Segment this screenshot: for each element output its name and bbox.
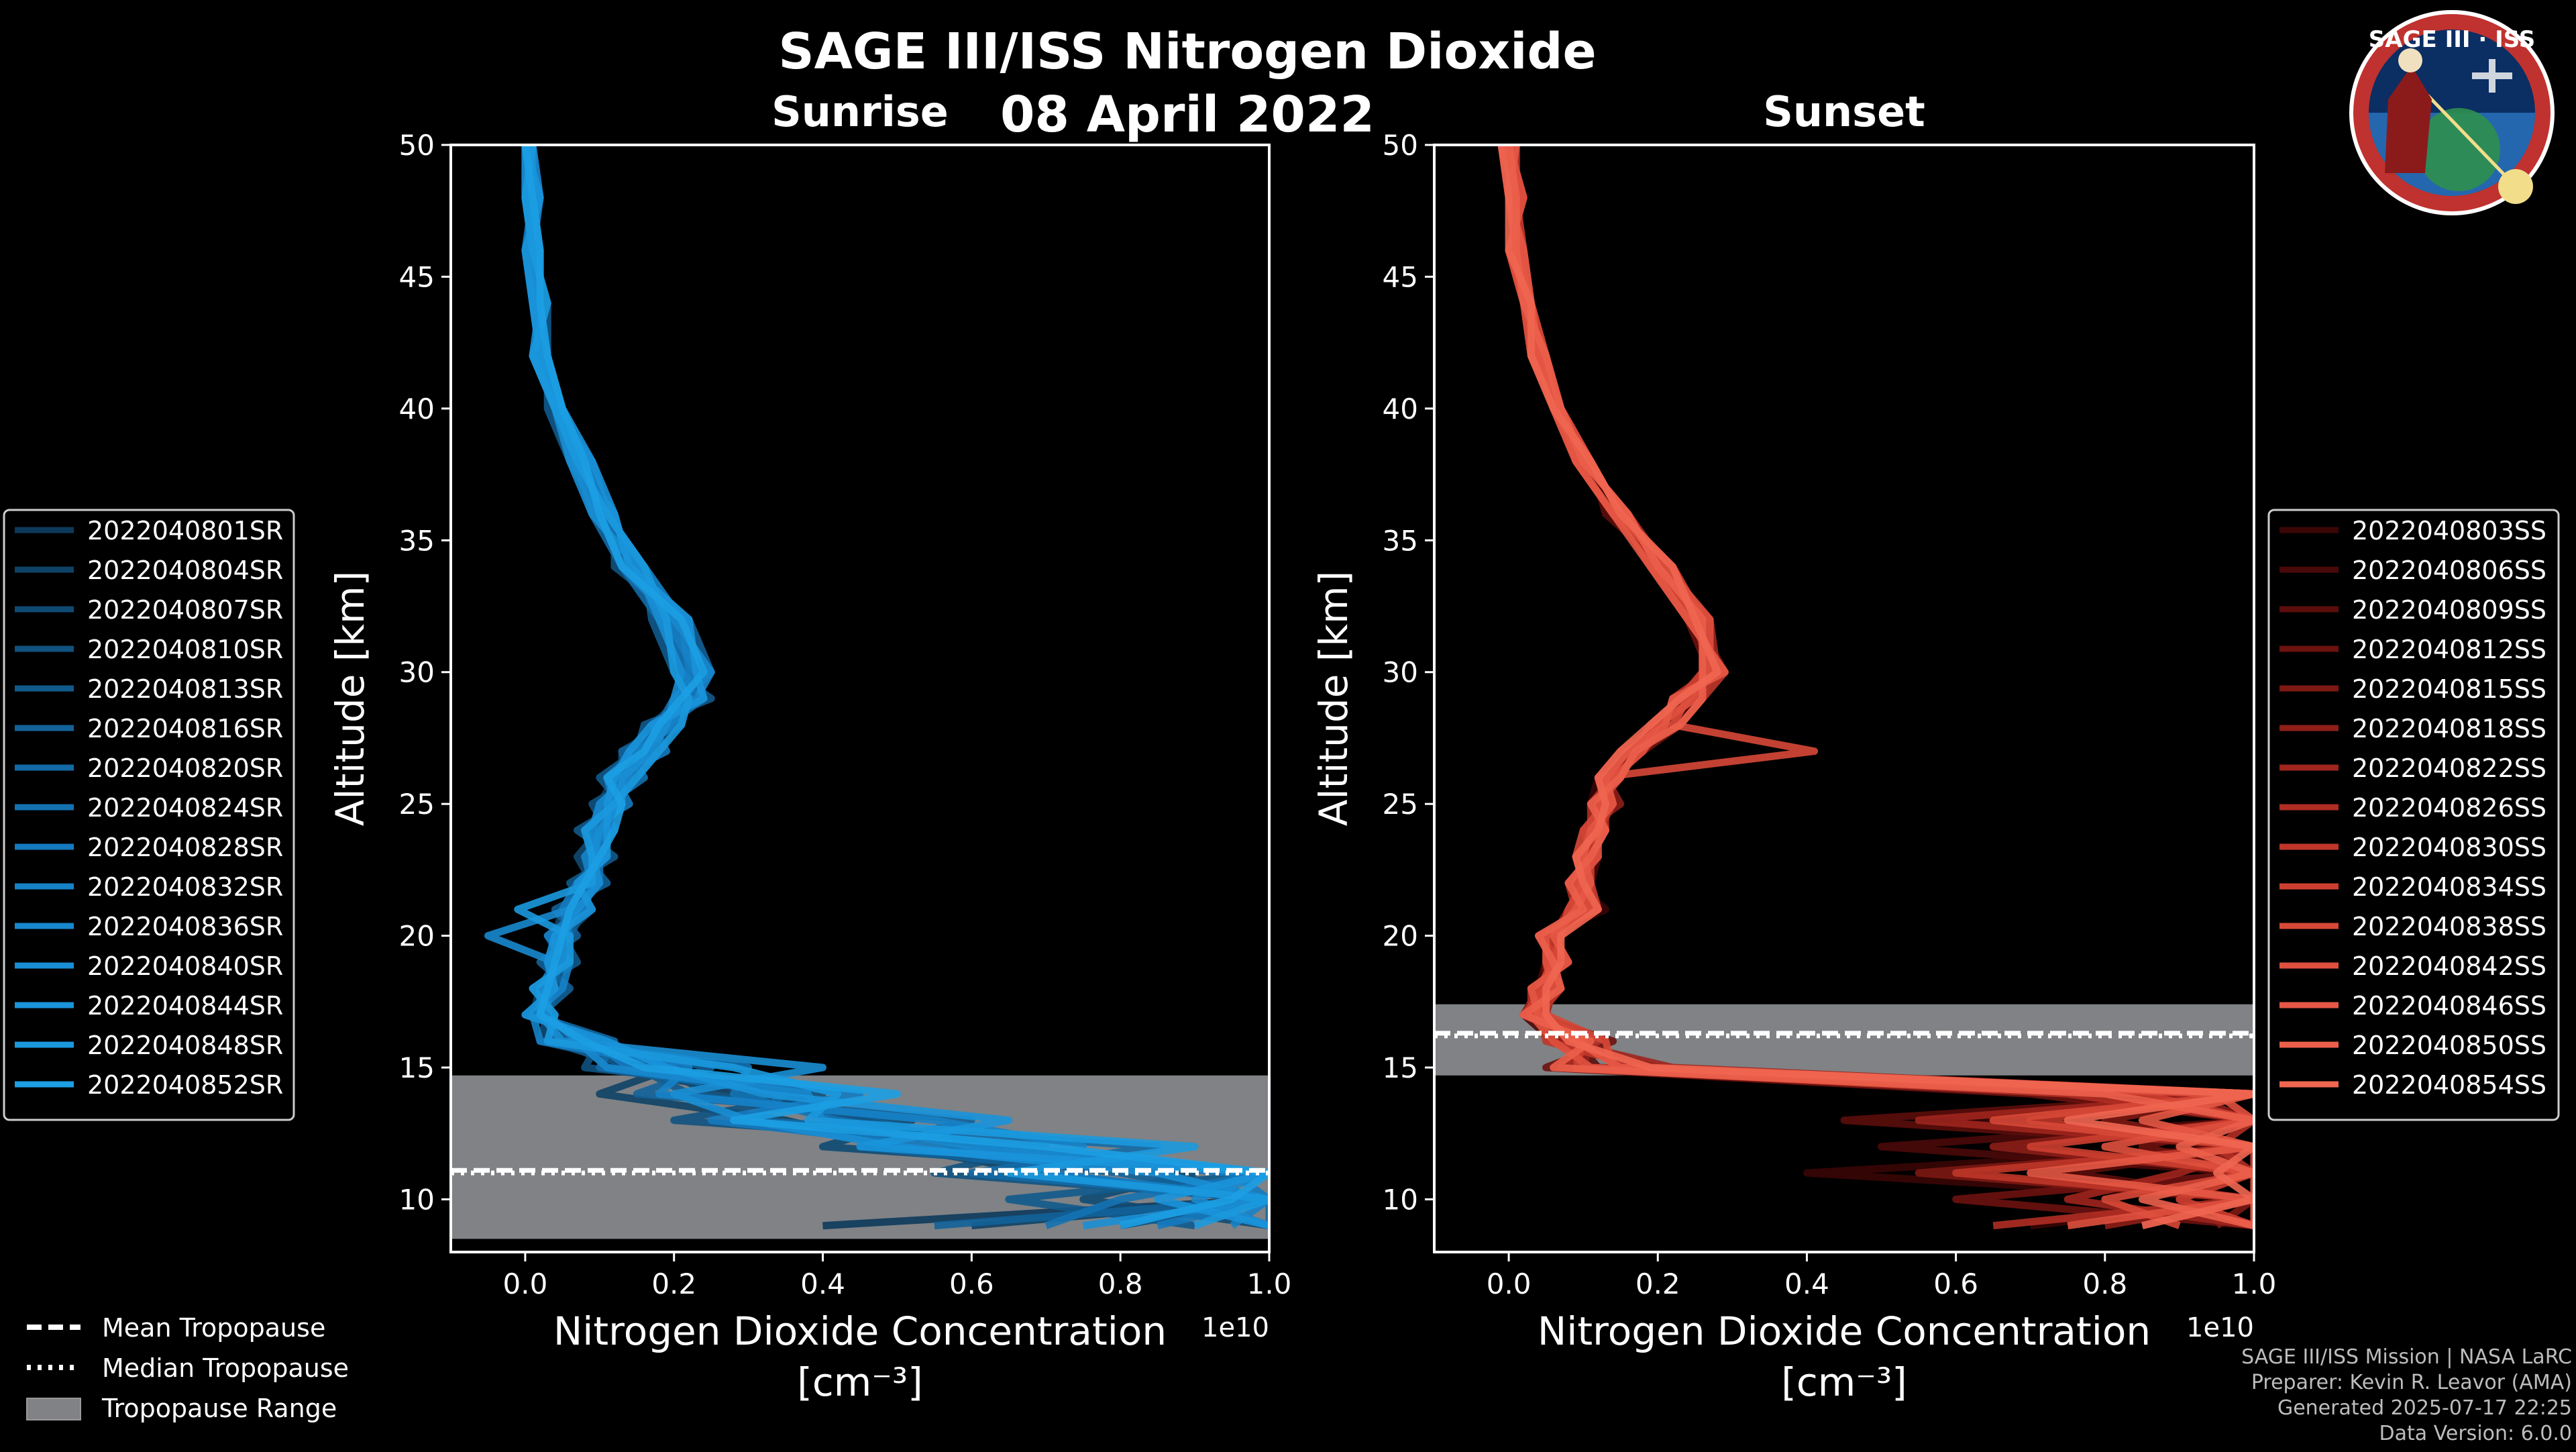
- legend-label: 2022040812SS: [2352, 635, 2546, 664]
- x-tick-label: 0.2: [651, 1267, 696, 1300]
- legend-label: 2022040810SR: [87, 635, 283, 664]
- legend-label: 2022040803SS: [2352, 516, 2546, 546]
- legend-label: 2022040838SS: [2352, 912, 2546, 941]
- x-axis-label-sunset: Nitrogen Dioxide Concentration: [1538, 1308, 2151, 1354]
- legend-label: 2022040852SR: [87, 1070, 283, 1100]
- legend-label: 2022040854SS: [2352, 1070, 2546, 1100]
- y-tick-label: 45: [1383, 260, 1418, 293]
- y-tick-label: 40: [1383, 393, 1418, 425]
- tropopause-range-swatch: [26, 1398, 81, 1420]
- credit-mission: SAGE III/ISS Mission | NASA LaRC: [2241, 1345, 2572, 1369]
- legend-label: 2022040842SS: [2352, 951, 2546, 981]
- x-axis-label-sunrise: Nitrogen Dioxide Concentration: [553, 1308, 1167, 1354]
- y-axis-label-sunset: Altitude [km]: [1311, 571, 1356, 826]
- y-tick-label: 15: [1383, 1051, 1418, 1084]
- y-tick-label: 50: [1383, 129, 1418, 162]
- legend-label: 2022040850SS: [2352, 1031, 2546, 1060]
- y-tick-label: 10: [1383, 1183, 1418, 1216]
- credit-generated: Generated 2025-07-17 22:25: [2277, 1396, 2572, 1420]
- x-tick-label: 0.4: [1784, 1267, 1829, 1300]
- legend-frame-sunset: [2267, 509, 2560, 1121]
- x-tick-label: 0.8: [2082, 1267, 2127, 1300]
- credits-block: SAGE III/ISS Mission | NASA LaRC Prepare…: [2241, 1345, 2572, 1447]
- profile-line-2022040852SR: [521, 145, 1269, 1230]
- y-tick-label: 30: [399, 656, 435, 689]
- panel-sunrise: Sunrise 0.0 0.2 0.4 0.6 0.8 1.0 10 15 20 25 30 35 40 4…: [3, 87, 1292, 1405]
- legend-label: 2022040840SR: [87, 951, 283, 981]
- tropopause-legend: Mean Tropopause Median Tropopause Tropop…: [26, 1313, 349, 1423]
- legend-sunrise: 2022040801SR 2022040804SR 2022040807SR 2022…: [3, 509, 295, 1121]
- credit-preparer: Preparer: Kevin R. Leavor (AMA): [2251, 1371, 2572, 1394]
- y-tick-label: 20: [1383, 920, 1418, 953]
- mission-logo: SAGE III · ISS: [2349, 10, 2555, 215]
- credit-data-version: Data Version: 6.0.0: [2379, 1422, 2572, 1445]
- legend-label: 2022040824SR: [87, 793, 283, 823]
- plot-frame-sunrise: [449, 144, 1271, 1253]
- legend-label: 2022040844SR: [87, 991, 283, 1021]
- y-axis-label-sunrise: Altitude [km]: [327, 571, 373, 826]
- legend-label: 2022040820SR: [87, 754, 283, 783]
- plot-area-sunset: [1434, 145, 2254, 1230]
- panel-sunset: Sunset 0.0 0.2 0.4 0.6 0.8 1.0 10 15 20 25 30 35 40 45…: [1311, 87, 2560, 1405]
- x-tick-label: 0.0: [503, 1267, 548, 1300]
- x-tick-label: 0.2: [1635, 1267, 1680, 1300]
- x-tick-label: 0.6: [949, 1267, 994, 1300]
- legend-label: 2022040801SR: [87, 516, 283, 546]
- mean-tropopause-label: Mean Tropopause: [102, 1313, 325, 1343]
- x-tick-label: 1.0: [2232, 1267, 2277, 1300]
- tropopause-range-label: Tropopause Range: [101, 1394, 337, 1423]
- y-tick-label: 45: [399, 260, 435, 293]
- x-multiplier-sunset: 1e10: [2186, 1312, 2254, 1343]
- x-tick-label: 0.4: [800, 1267, 845, 1300]
- chart-date: 08 April 2022: [1000, 86, 1375, 144]
- plot-area-sunrise: [451, 145, 1269, 1239]
- legend-label: 2022040836SR: [87, 912, 283, 941]
- legend-label: 2022040826SS: [2352, 793, 2546, 823]
- legend-label: 2022040822SS: [2352, 754, 2546, 783]
- y-tick-label: 40: [399, 393, 435, 425]
- legend-label: 2022040818SS: [2352, 714, 2546, 743]
- x-tick-label: 1.0: [1247, 1267, 1292, 1300]
- legend-label: 2022040813SR: [87, 674, 283, 704]
- legend-frame-sunrise: [3, 509, 295, 1121]
- y-tick-label: 25: [399, 788, 435, 821]
- y-tick-label: 15: [399, 1051, 435, 1084]
- profile-line-2022040854SS: [1497, 145, 2254, 1230]
- legend-label: 2022040807SR: [87, 595, 283, 625]
- legend-label: 2022040832SR: [87, 872, 283, 902]
- legend-label: 2022040834SS: [2352, 872, 2546, 902]
- x-tick-label: 0.8: [1098, 1267, 1143, 1300]
- legend-label: 2022040809SS: [2352, 595, 2546, 625]
- y-tick-label: 20: [399, 920, 435, 953]
- x-multiplier-sunrise: 1e10: [1201, 1312, 1269, 1343]
- legend-label: 2022040806SS: [2352, 556, 2546, 585]
- x-tick-label: 0.0: [1487, 1267, 1532, 1300]
- legend-label: 2022040830SS: [2352, 833, 2546, 862]
- median-tropopause-label: Median Tropopause: [102, 1353, 349, 1383]
- logo-text: SAGE III · ISS: [2369, 26, 2535, 53]
- x-axis-unit-sunset: [cm⁻³]: [1781, 1359, 1907, 1405]
- y-tick-label: 30: [1383, 656, 1418, 689]
- legend-label: 2022040804SR: [87, 556, 283, 585]
- y-tick-label: 50: [399, 129, 435, 162]
- y-tick-label: 35: [1383, 524, 1418, 557]
- y-tick-label: 10: [399, 1183, 435, 1216]
- legend-label: 2022040828SR: [87, 833, 283, 862]
- y-tick-label: 35: [399, 524, 435, 557]
- panel-title-sunset: Sunset: [1763, 87, 1925, 136]
- panel-title-sunrise: Sunrise: [771, 87, 949, 136]
- chart-title: SAGE III/ISS Nitrogen Dioxide: [778, 23, 1596, 81]
- legend-label: 2022040816SR: [87, 714, 283, 743]
- legend-label: 2022040815SS: [2352, 674, 2546, 704]
- y-tick-label: 25: [1383, 788, 1418, 821]
- legend-sunset: 2022040803SS 2022040806SS 2022040809SS 2022…: [2267, 509, 2560, 1121]
- plot-frame-sunset: [1433, 144, 2255, 1253]
- legend-label: 2022040848SR: [87, 1031, 283, 1060]
- x-axis-unit-sunrise: [cm⁻³]: [797, 1359, 923, 1405]
- x-tick-label: 0.6: [1933, 1267, 1978, 1300]
- legend-label: 2022040846SS: [2352, 991, 2546, 1021]
